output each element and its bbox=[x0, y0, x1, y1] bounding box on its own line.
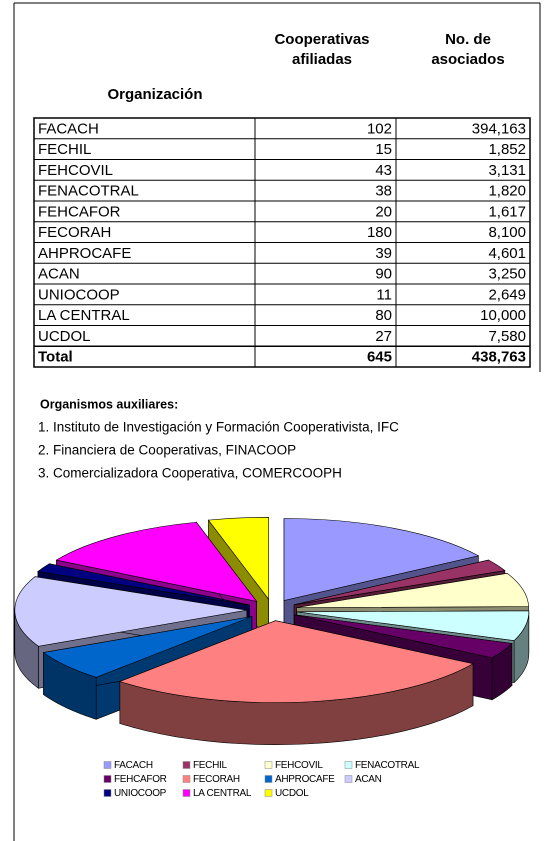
cell: 4,601 bbox=[488, 245, 526, 262]
legend-swatch bbox=[182, 775, 191, 783]
cell: 1,820 bbox=[488, 183, 526, 200]
cell: 11 bbox=[376, 286, 392, 303]
legend-label: FACACH bbox=[114, 760, 153, 771]
cell: LA CENTRAL bbox=[38, 307, 130, 324]
slice bbox=[293, 559, 506, 606]
cell: FECORAH bbox=[38, 224, 111, 241]
cell: 2,649 bbox=[488, 286, 526, 303]
cell: 8,100 bbox=[488, 224, 526, 241]
header: Organización bbox=[107, 86, 202, 103]
cell: FACACH bbox=[38, 120, 99, 137]
cell: FEHCAFOR bbox=[38, 203, 121, 220]
slice bbox=[296, 573, 529, 608]
slice bbox=[14, 576, 247, 647]
cell: 39 bbox=[375, 245, 392, 262]
slice bbox=[294, 614, 513, 659]
legend-label: AHPROCAFE bbox=[275, 774, 335, 785]
legend-label: FEHCAFOR bbox=[114, 774, 167, 785]
slice bbox=[42, 616, 252, 678]
cell: 180 bbox=[367, 224, 392, 241]
legend-swatch bbox=[264, 775, 273, 783]
cell: 38 bbox=[375, 183, 392, 200]
legend-swatch bbox=[344, 775, 353, 783]
cell: 3,131 bbox=[488, 162, 526, 179]
notes-title: Organismos auxiliares: bbox=[40, 397, 178, 411]
note: 2. Financiera de Cooperativas, FINACOOP bbox=[38, 443, 296, 458]
note: 1. Instituto de Investigación y Formació… bbox=[38, 420, 399, 435]
slice bbox=[55, 521, 258, 602]
cell: 394,163 bbox=[472, 120, 526, 137]
cell: ACAN bbox=[38, 266, 80, 283]
cell: 3,250 bbox=[488, 266, 526, 283]
legend-label: FECHIL bbox=[193, 760, 228, 771]
cell: 43 bbox=[375, 162, 392, 179]
slice bbox=[37, 563, 250, 606]
legend-swatch bbox=[182, 789, 191, 797]
cell: AHPROCAFE bbox=[38, 245, 131, 262]
cell: 15 bbox=[375, 141, 392, 158]
cell: 80 bbox=[375, 307, 392, 324]
cell: FEHCOVIL bbox=[38, 162, 113, 179]
cell: 90 bbox=[375, 266, 392, 283]
cell: Total bbox=[38, 349, 73, 366]
legend-swatch bbox=[103, 761, 112, 769]
cell: 10,000 bbox=[480, 307, 526, 324]
note: 3. Comercializadora Cooperativa, COMERCO… bbox=[38, 466, 342, 481]
cell: 20 bbox=[375, 203, 392, 220]
legend-label: ACAN bbox=[355, 774, 382, 785]
legend-label: UNIOCOOP bbox=[114, 788, 167, 799]
cell: UCDOL bbox=[38, 328, 91, 345]
legend-swatch bbox=[264, 761, 273, 769]
cell: 102 bbox=[367, 120, 392, 137]
legend-label: LA CENTRAL bbox=[193, 788, 252, 799]
cell: 645 bbox=[367, 349, 392, 366]
cell: FECHIL bbox=[38, 141, 91, 158]
legend-swatch bbox=[182, 761, 191, 769]
cell: 438,763 bbox=[472, 349, 526, 366]
slice bbox=[207, 516, 269, 601]
slice bbox=[296, 610, 530, 641]
cell: 1,617 bbox=[488, 203, 526, 220]
legend-label: FEHCOVIL bbox=[275, 760, 323, 771]
legend-label: FENACOTRAL bbox=[355, 760, 420, 771]
slice bbox=[118, 620, 474, 703]
cell: 27 bbox=[375, 328, 392, 345]
pie bbox=[14, 516, 530, 745]
cell: 1,852 bbox=[488, 141, 526, 158]
header: No. de asociados bbox=[431, 31, 504, 68]
cell: 7,580 bbox=[488, 328, 526, 345]
legend-label: FECORAH bbox=[193, 774, 240, 785]
slice bbox=[283, 518, 480, 601]
legend-swatch bbox=[264, 789, 273, 797]
legend-label: UCDOL bbox=[275, 788, 309, 799]
header: Cooperativas afiliadas bbox=[274, 31, 369, 68]
cell: UNIOCOOP bbox=[38, 286, 120, 303]
legend-swatch bbox=[103, 775, 112, 783]
legend-swatch bbox=[344, 761, 353, 769]
cell: FENACOTRAL bbox=[38, 183, 139, 200]
legend-swatch bbox=[103, 789, 112, 797]
